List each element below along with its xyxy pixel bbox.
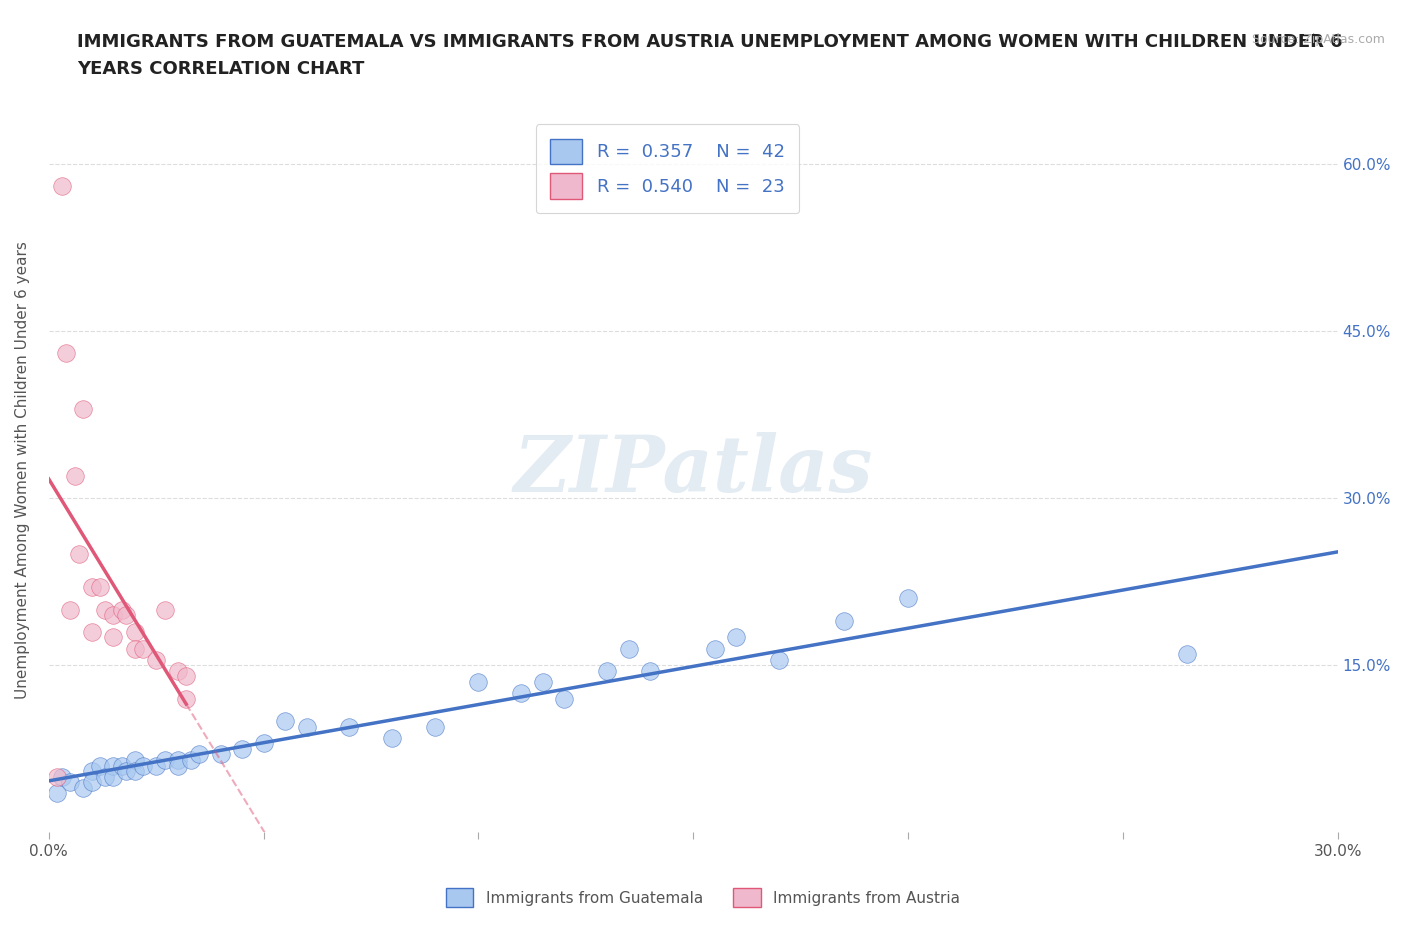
Point: [703, 641, 725, 656]
Point: [80, 624, 103, 639]
Point: [132, 641, 155, 656]
Point: [46, 769, 69, 784]
Point: [103, 758, 125, 773]
Point: [166, 752, 188, 767]
Point: [174, 669, 197, 684]
Point: [153, 602, 176, 617]
Point: [51, 179, 73, 193]
Point: [72, 402, 94, 417]
Point: [531, 674, 554, 689]
Point: [295, 719, 318, 734]
Point: [63, 469, 86, 484]
Point: [174, 691, 197, 706]
Point: [103, 769, 125, 784]
Point: [89, 758, 111, 773]
Point: [93, 769, 115, 784]
Point: [111, 758, 134, 773]
Point: [553, 691, 575, 706]
Point: [209, 747, 232, 762]
Point: [124, 624, 146, 639]
Point: [124, 752, 146, 767]
Point: [381, 730, 404, 745]
Point: [166, 663, 188, 678]
Point: [103, 607, 125, 622]
Point: [124, 764, 146, 778]
Point: [725, 630, 748, 644]
Text: ZIPatlas: ZIPatlas: [513, 432, 873, 509]
Point: [180, 752, 202, 767]
Point: [80, 579, 103, 594]
Point: [132, 758, 155, 773]
Point: [339, 719, 361, 734]
Point: [80, 764, 103, 778]
Point: [89, 579, 111, 594]
Point: [59, 775, 82, 790]
Point: [897, 591, 920, 605]
Point: [145, 758, 167, 773]
Point: [51, 769, 73, 784]
Point: [153, 752, 176, 767]
Point: [67, 546, 90, 561]
Point: [231, 741, 253, 756]
Point: [617, 641, 640, 656]
Point: [467, 674, 489, 689]
Point: [832, 613, 855, 628]
Point: [188, 747, 211, 762]
Point: [510, 685, 533, 700]
Point: [115, 607, 138, 622]
Point: [638, 663, 661, 678]
Text: YEARS CORRELATION CHART: YEARS CORRELATION CHART: [77, 60, 364, 78]
Point: [93, 602, 115, 617]
Y-axis label: Unemployment Among Women with Children Under 6 years: Unemployment Among Women with Children U…: [15, 241, 30, 699]
Point: [111, 602, 134, 617]
Point: [425, 719, 447, 734]
Point: [115, 764, 138, 778]
Legend: R =  0.357    N =  42, R =  0.540    N =  23: R = 0.357 N = 42, R = 0.540 N = 23: [536, 125, 800, 213]
Point: [596, 663, 619, 678]
Text: Source: ZipAtlas.com: Source: ZipAtlas.com: [1251, 33, 1385, 46]
Point: [274, 713, 297, 728]
Legend: Immigrants from Guatemala, Immigrants from Austria: Immigrants from Guatemala, Immigrants fr…: [440, 883, 966, 913]
Point: [46, 786, 69, 801]
Point: [72, 780, 94, 795]
Point: [124, 641, 146, 656]
Point: [80, 775, 103, 790]
Point: [103, 630, 125, 644]
Point: [166, 758, 188, 773]
Point: [55, 346, 77, 361]
Point: [252, 736, 274, 751]
Point: [1175, 646, 1198, 661]
Point: [59, 602, 82, 617]
Point: [145, 652, 167, 667]
Text: IMMIGRANTS FROM GUATEMALA VS IMMIGRANTS FROM AUSTRIA UNEMPLOYMENT AMONG WOMEN WI: IMMIGRANTS FROM GUATEMALA VS IMMIGRANTS …: [77, 33, 1343, 50]
Point: [768, 652, 790, 667]
